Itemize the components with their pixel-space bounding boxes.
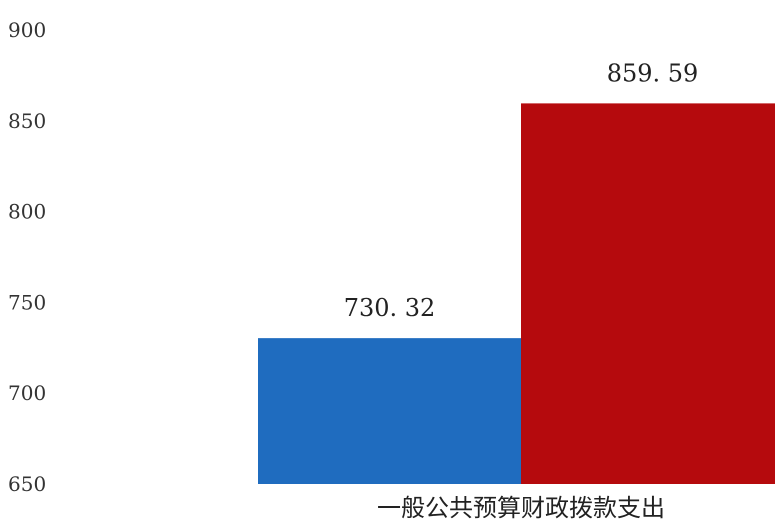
y-tick-label: 800 — [8, 200, 46, 224]
y-tick-label: 900 — [8, 18, 46, 42]
category-label: 一般公共预算财政拨款支出 — [377, 494, 665, 522]
bar-series-1 — [258, 338, 521, 484]
y-tick-label: 750 — [8, 290, 46, 314]
data-label-series-1: 730. 32 — [344, 294, 436, 322]
y-axis-ticks: 650 700 750 800 850 900 — [8, 18, 46, 496]
data-labels: 730. 32 859. 59 — [344, 59, 699, 322]
bar-series-2 — [521, 103, 775, 485]
bars — [258, 103, 775, 485]
y-tick-label: 850 — [8, 109, 46, 133]
y-tick-label: 650 — [8, 472, 46, 496]
data-label-series-2: 859. 59 — [607, 59, 699, 87]
y-tick-label: 700 — [8, 381, 46, 405]
